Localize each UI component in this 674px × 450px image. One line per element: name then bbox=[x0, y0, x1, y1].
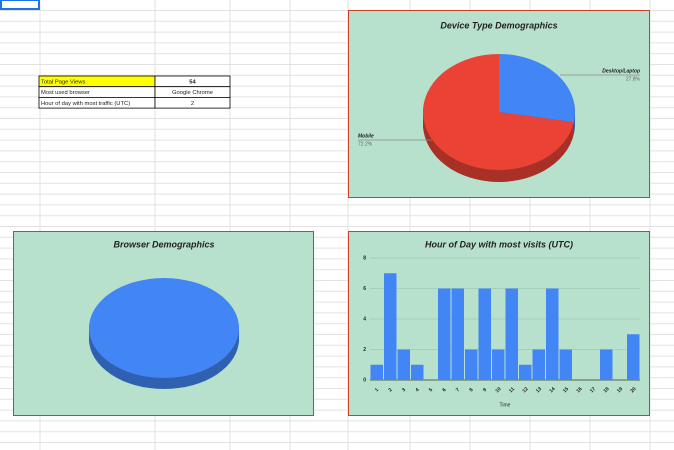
x-tick-label: 15 bbox=[562, 386, 570, 394]
table-label: Hour of day with most traffic (UTC) bbox=[41, 101, 130, 107]
selected-cell[interactable] bbox=[0, 0, 40, 10]
bar bbox=[519, 364, 532, 380]
chart-box[interactable] bbox=[348, 231, 650, 416]
table-value: 54 bbox=[189, 79, 196, 85]
x-tick-label: 2 bbox=[387, 387, 393, 393]
bar bbox=[384, 273, 397, 380]
summary-table: Total Page Views 54 Most used browser Googl… bbox=[38, 75, 231, 109]
bar bbox=[600, 349, 613, 380]
table-value: 2 bbox=[191, 101, 194, 107]
bar bbox=[411, 364, 424, 380]
x-tick-label: 18 bbox=[602, 386, 610, 394]
x-tick-label: 13 bbox=[535, 386, 543, 394]
x-tick-label: 14 bbox=[548, 386, 556, 394]
table-value: Google Chrome bbox=[172, 90, 213, 96]
y-tick-label: 0 bbox=[363, 377, 366, 383]
y-tick-label: 6 bbox=[363, 286, 366, 292]
bar bbox=[559, 349, 572, 380]
x-tick-label: 1 bbox=[374, 387, 380, 393]
slice-label: Desktop/Laptop bbox=[602, 68, 640, 74]
bar bbox=[492, 349, 505, 380]
x-tick-label: 5 bbox=[428, 387, 434, 393]
bar bbox=[370, 364, 383, 380]
bar bbox=[438, 288, 451, 380]
bar bbox=[465, 349, 478, 380]
y-tick-label: 2 bbox=[363, 347, 366, 353]
x-tick-label: 9 bbox=[482, 387, 488, 393]
x-tick-label: 6 bbox=[441, 387, 447, 393]
x-tick-label: 3 bbox=[401, 387, 407, 393]
bar bbox=[627, 334, 640, 380]
y-tick-label: 4 bbox=[363, 316, 366, 322]
bar bbox=[451, 288, 464, 380]
x-tick-label: 16 bbox=[575, 386, 583, 394]
bar bbox=[505, 288, 518, 380]
chart-title: Hour of Day with most visits (UTC) bbox=[425, 239, 573, 249]
chart-title: Device Type Demographics bbox=[440, 20, 557, 30]
table-label: Most used browser bbox=[41, 90, 90, 96]
x-tick-label: 11 bbox=[508, 386, 516, 394]
x-tick-label: 4 bbox=[414, 387, 420, 393]
bar bbox=[532, 349, 545, 380]
x-tick-label: 7 bbox=[455, 387, 461, 393]
x-tick-label: 20 bbox=[629, 386, 637, 394]
pie-slice bbox=[423, 54, 574, 171]
x-tick-label: 10 bbox=[494, 386, 502, 394]
x-tick-label: 19 bbox=[616, 386, 624, 394]
slice-value: 27.8% bbox=[626, 76, 641, 82]
pie-slice bbox=[499, 54, 576, 123]
x-tick-label: 12 bbox=[521, 386, 529, 394]
bar bbox=[478, 288, 491, 380]
bar bbox=[546, 288, 559, 380]
slice-label: Mobile bbox=[358, 133, 374, 139]
x-tick-label: 17 bbox=[589, 386, 597, 394]
slice-value: 72.2% bbox=[358, 141, 373, 147]
x-tick-label: 8 bbox=[468, 387, 474, 393]
table-label: Total Page Views bbox=[41, 79, 85, 85]
pie-slice bbox=[89, 278, 239, 378]
x-axis-title: Time bbox=[500, 402, 511, 408]
y-tick-label: 8 bbox=[363, 255, 366, 261]
bar bbox=[397, 349, 410, 380]
chart-title: Browser Demographics bbox=[113, 239, 214, 249]
table-cell bbox=[154, 97, 231, 109]
